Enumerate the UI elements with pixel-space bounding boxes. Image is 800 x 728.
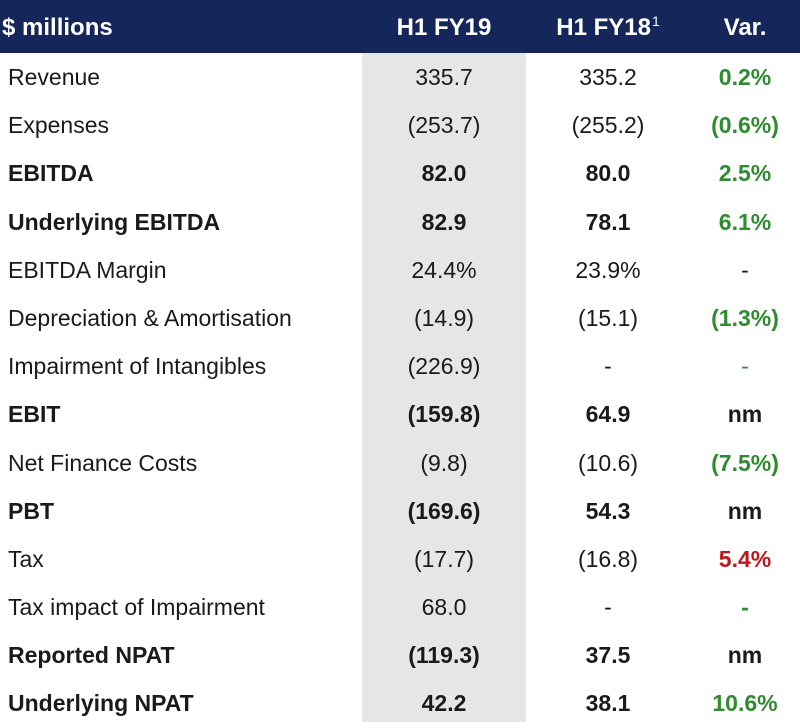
table-row: Expenses (253.7) (255.2) (0.6%) [0,101,800,149]
value-h1fy18: 38.1 [585,690,631,717]
row-label: EBIT [8,401,61,428]
table-body: Revenue 335.7 335.2 0.2% Expenses (253.7) (255… [0,53,800,728]
row-label: Expenses [8,112,110,139]
row-label: PBT [8,497,54,524]
value-h1fy19: (17.7) [413,545,475,572]
value-variance: - [741,256,749,283]
table-row: PBT (169.6) 54.3 nm [0,487,800,535]
value-h1fy19: (226.9) [407,353,481,380]
table-row: Reported NPAT (119.3) 37.5 nm [0,631,800,679]
table-row: Tax impact of Impairment 68.0 - - [0,583,800,631]
value-h1fy19: (9.8) [420,449,468,476]
table-row: Impairment of Intangibles (226.9) - - [0,342,800,390]
row-label: Underlying NPAT [8,690,194,717]
row-label: Depreciation & Amortisation [8,304,292,331]
value-h1fy19: (253.7) [407,112,481,139]
value-h1fy18: (10.6) [577,449,639,476]
value-variance: 0.2% [718,64,772,90]
value-variance: 5.4% [718,545,772,572]
value-h1fy19: (159.8) [407,401,481,428]
header-h1fy18-label: H1 FY18 [556,14,651,41]
current-period-column-highlight [362,53,526,722]
value-variance: nm [727,497,763,524]
value-variance: 6.1% [718,208,772,235]
row-label: Underlying EBITDA [8,208,221,235]
value-variance: - [741,353,749,380]
value-h1fy19: (119.3) [408,642,480,669]
header-variance: Var. [723,14,767,41]
header-units-label: $ millions [2,14,113,41]
value-h1fy19: 82.0 [421,160,467,187]
value-h1fy18: (16.8) [577,545,639,572]
value-h1fy18: 54.3 [585,497,631,524]
row-label: EBITDA [8,160,94,187]
value-variance: nm [727,401,763,428]
value-variance: 2.5% [718,160,772,187]
value-variance: 10.6% [712,690,778,717]
value-variance: (1.3%) [711,304,779,331]
value-h1fy18: 64.9 [585,401,631,428]
value-h1fy18: 80.0 [585,160,631,187]
table-row: Underlying NPAT 42.2 38.1 10.6% [0,679,800,727]
row-label: EBITDA Margin [8,256,167,283]
value-h1fy18: 335.2 [579,64,637,90]
table-row: Underlying EBITDA 82.9 78.1 6.1% [0,198,800,246]
value-h1fy18: - [604,353,612,380]
value-variance: nm [727,642,763,669]
value-h1fy19: 24.4% [411,256,477,283]
row-label: Reported NPAT [8,642,175,669]
row-label: Net Finance Costs [8,449,198,476]
value-h1fy18: (255.2) [571,112,645,139]
table-row: Tax (17.7) (16.8) 5.4% [0,535,800,583]
value-h1fy19: 68.0 [421,594,467,621]
value-h1fy18: 23.9% [575,256,641,283]
header-h1fy19: H1 FY19 [396,14,492,41]
value-variance: (0.6%) [711,112,779,139]
value-h1fy19: (14.9) [413,304,475,331]
table-row: EBITDA 82.0 80.0 2.5% [0,149,800,197]
value-h1fy18: - [604,594,612,621]
table-row: EBIT (159.8) 64.9 nm [0,390,800,438]
table-row: Net Finance Costs (9.8) (10.6) (7.5%) [0,439,800,487]
value-h1fy18: 78.1 [585,208,631,235]
table-row: EBITDA Margin 24.4% 23.9% - [0,246,800,294]
value-h1fy19: 42.2 [421,690,467,717]
table-header: $ millions H1 FY19 H1 FY181 Var. [0,0,800,53]
header-h1fy18: H1 FY181 [526,0,690,53]
value-variance: (7.5%) [711,449,779,476]
table-row: Revenue 335.7 335.2 0.2% [0,53,800,101]
value-h1fy18: (15.1) [577,304,639,331]
header-h1fy18-footnote: 1 [651,13,660,29]
table-row: Depreciation & Amortisation (14.9) (15.1) (… [0,294,800,342]
value-h1fy18: 37.5 [585,642,631,669]
value-variance: - [741,594,749,621]
row-label: Revenue [8,64,101,90]
value-h1fy19: 335.7 [415,64,473,90]
row-label: Tax impact of Impairment [8,594,265,621]
row-label: Tax [8,545,44,572]
value-h1fy19: (169.6) [407,497,481,524]
value-h1fy19: 82.9 [421,208,467,235]
row-label: Impairment of Intangibles [8,353,267,380]
